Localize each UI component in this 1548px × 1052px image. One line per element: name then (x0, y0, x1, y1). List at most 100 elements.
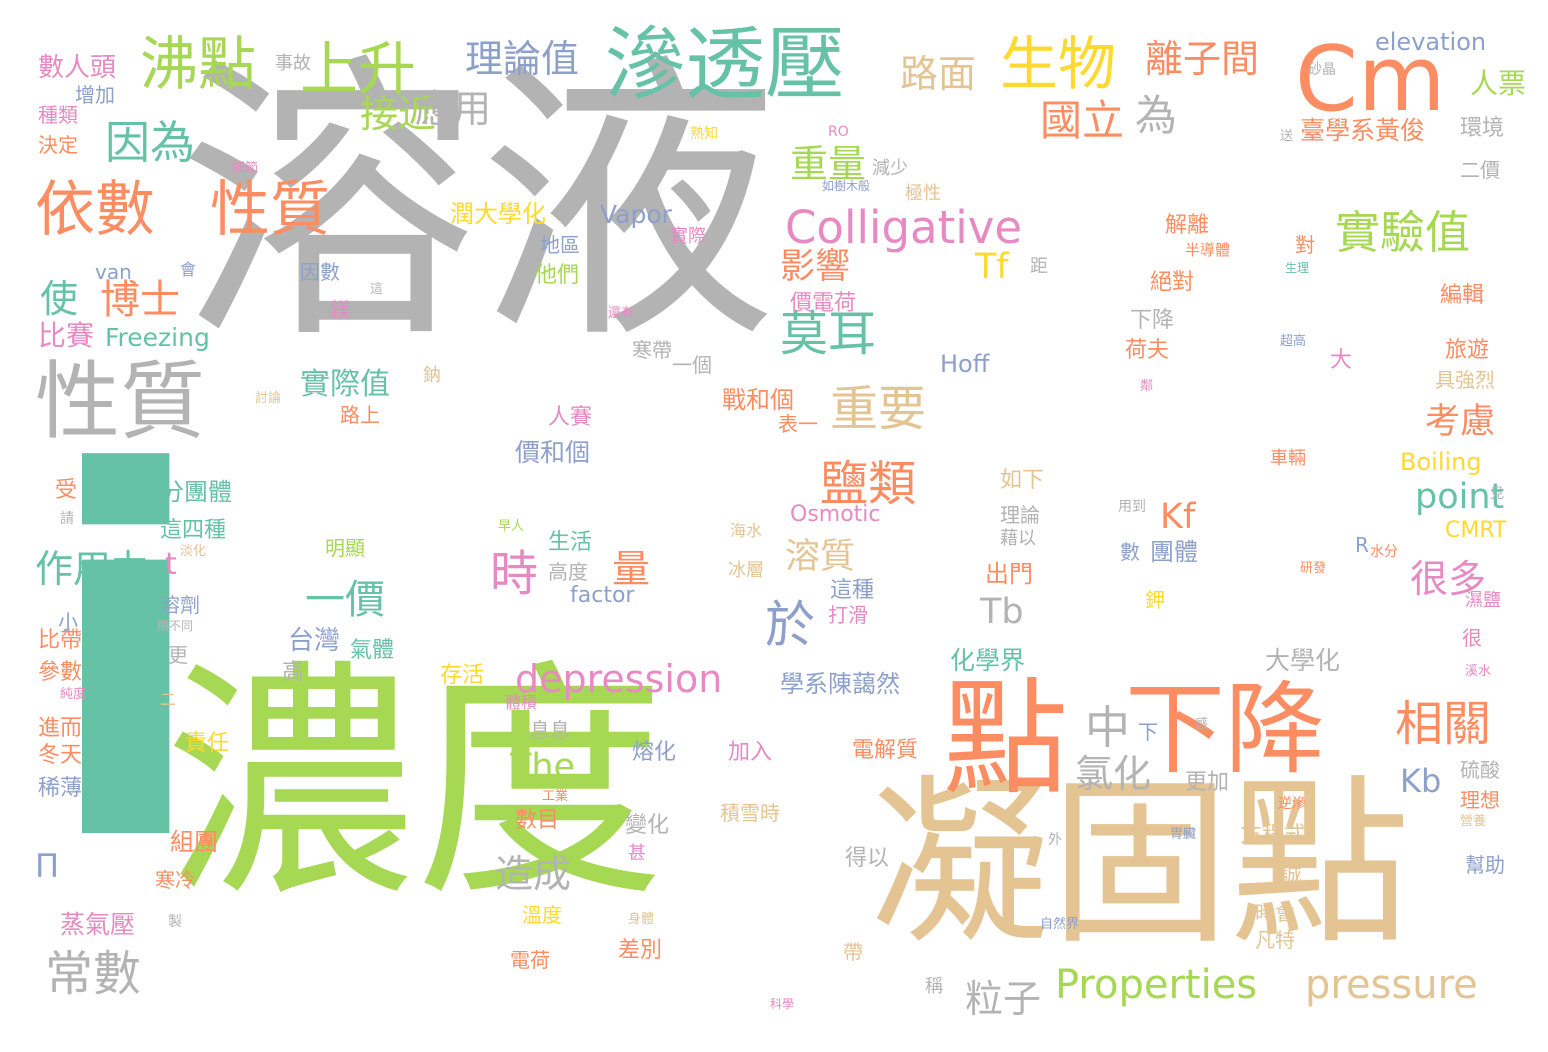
word-82: 冬天 (38, 743, 83, 768)
word-198: 感 (1195, 717, 1209, 732)
word-47: 中 (1085, 701, 1131, 754)
word-142: 時會 (1255, 901, 1295, 925)
word-173: 熟知 (690, 126, 718, 142)
word-126: 出門 (985, 560, 1033, 588)
word-34: 實際值 (300, 367, 390, 402)
word-116: 旅遊 (1445, 338, 1490, 363)
word-179: 超高 (1280, 334, 1307, 349)
word-91: 價和個 (515, 438, 591, 467)
word-115: 編輯 (1440, 283, 1485, 308)
word-90: 存活 (440, 663, 485, 688)
word-57: t (165, 547, 177, 582)
word-169: 外 (1048, 832, 1062, 848)
word-10: 上升 (300, 35, 417, 103)
word-144: 更加 (1185, 770, 1230, 795)
word-44: 考慮 (1425, 402, 1496, 442)
word-85: 寒冷 (155, 868, 195, 892)
word-2: 凝固點 (870, 760, 1411, 969)
word-184: 溪水 (1465, 664, 1492, 679)
word-110: 解離 (1165, 213, 1210, 238)
word-171: 二 (160, 690, 177, 709)
word-125: 團體 (1150, 538, 1198, 566)
word-165: 鈉 (423, 365, 441, 386)
word-86: 責任 (185, 731, 230, 756)
word-94: 高度 (548, 560, 588, 584)
word-1: 濃度 (165, 639, 665, 930)
word-48: 氯化 (1075, 752, 1152, 796)
word-13: 性質 (210, 175, 330, 245)
word-181: 鄰 (1140, 379, 1154, 394)
word-72: 增加 (75, 83, 115, 107)
word-148: 電解質 (852, 738, 919, 763)
word-64: van (95, 260, 132, 284)
word-14: 因為 (105, 116, 196, 169)
word-138: 理想 (1460, 788, 1500, 812)
word-139: 方程式 (1240, 823, 1307, 848)
word-141: 誠 (1280, 863, 1303, 888)
word-87: 台灣 (288, 626, 341, 656)
word-176: 還有 (608, 306, 635, 321)
word-132: R (1355, 533, 1369, 557)
word-161: 更 (168, 643, 188, 667)
word-104: 價電荷 (790, 291, 857, 316)
word-36: 於 (765, 596, 815, 654)
word-106: 極性 (905, 183, 941, 204)
word-149: 積雪時 (720, 801, 780, 825)
word-62: Vapor (600, 200, 672, 229)
word-93: 生活 (548, 530, 593, 555)
word-29: 影響 (780, 247, 851, 287)
word-185: 體積 (505, 693, 538, 712)
word-150: 變化 (625, 813, 670, 838)
word-71: 事故 (275, 53, 311, 74)
word-19: 接近 (360, 92, 437, 136)
word-53: 粒子 (965, 977, 1042, 1021)
word-25: 人票 (1470, 67, 1527, 100)
word-56: 作用力 (35, 547, 150, 591)
word-60: 蒸氣壓 (60, 910, 136, 939)
word-172: 砂晶 (1308, 62, 1336, 78)
word-20: 應用 (415, 87, 492, 131)
word-190: 身體 (628, 912, 655, 927)
word-40: point (1415, 477, 1505, 517)
word-187: 逆滲 (1278, 796, 1306, 812)
word-70: 數人頭 (38, 53, 117, 83)
word-152: 得以 (845, 846, 890, 871)
word-97: 他們 (535, 263, 580, 288)
word-37: 溶質 (785, 537, 856, 577)
word-201: 研發 (1300, 561, 1327, 576)
word-33: 重要 (830, 381, 927, 437)
word-41: Kf (1160, 497, 1196, 537)
word-39: 量 (612, 547, 651, 591)
word-193: 製 (168, 914, 182, 930)
word-101: 表一 (778, 412, 818, 436)
word-157: 明顯 (325, 536, 365, 560)
word-30: Tf (975, 247, 1009, 287)
word-89: 高 (282, 660, 305, 685)
word-81: 進而 (38, 716, 83, 741)
word-17: 離子間 (1145, 37, 1260, 81)
word-63: Freezing (105, 323, 210, 352)
word-131: 大學化 (1265, 646, 1341, 675)
word-156: 帶 (843, 940, 863, 964)
word-143: 凡特 (1255, 928, 1295, 952)
word-35: 鹽類 (820, 456, 917, 512)
word-43: 相關 (1395, 696, 1492, 752)
word-76: 分團體 (160, 478, 232, 506)
word-24: 環境 (1460, 116, 1505, 141)
word-99: 路上 (340, 403, 380, 427)
word-102: 一個 (672, 353, 712, 377)
word-88: 氣體 (350, 638, 395, 663)
word-7: 滲透壓 (605, 18, 845, 111)
word-154: 電荷 (510, 948, 550, 972)
word-188: 營養 (1460, 814, 1487, 829)
word-9: 沸點 (140, 30, 257, 98)
word-147: 加入 (728, 740, 773, 765)
word-58: 使 (40, 277, 79, 321)
word-140: 幫助 (1465, 853, 1505, 877)
word-175: 如樹木般 (822, 179, 871, 193)
word-54: Properties (1055, 962, 1258, 1008)
word-192: 科學 (770, 997, 795, 1011)
word-107: 實際 (670, 226, 706, 247)
word-18: elevation (1375, 28, 1487, 56)
word-0: 溶液 (178, 30, 778, 379)
